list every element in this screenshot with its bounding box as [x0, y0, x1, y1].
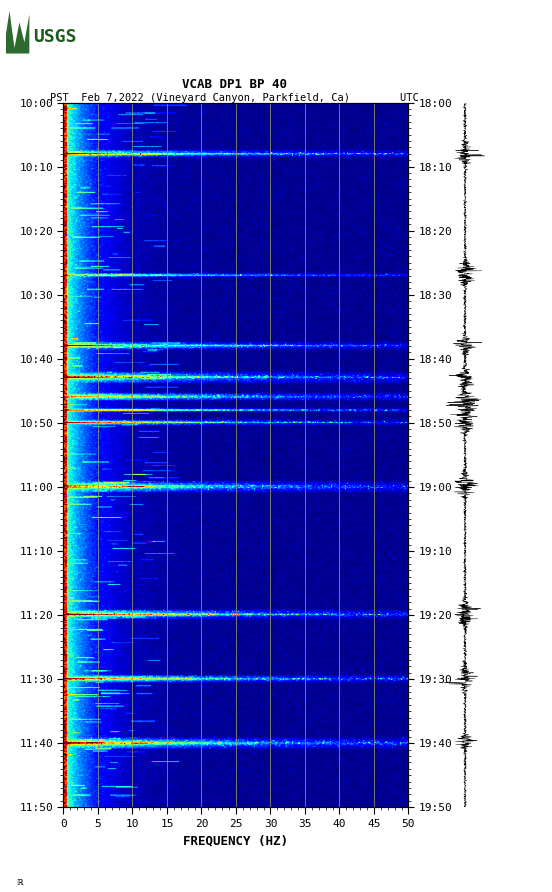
- Text: USGS: USGS: [33, 28, 77, 45]
- Text: ℝ: ℝ: [17, 878, 23, 887]
- Polygon shape: [6, 11, 29, 54]
- Text: PST  Feb 7,2022 (Vineyard Canyon, Parkfield, Ca)        UTC: PST Feb 7,2022 (Vineyard Canyon, Parkfie…: [50, 94, 419, 103]
- Text: VCAB DP1 BP 40: VCAB DP1 BP 40: [182, 78, 287, 91]
- X-axis label: FREQUENCY (HZ): FREQUENCY (HZ): [183, 835, 289, 847]
